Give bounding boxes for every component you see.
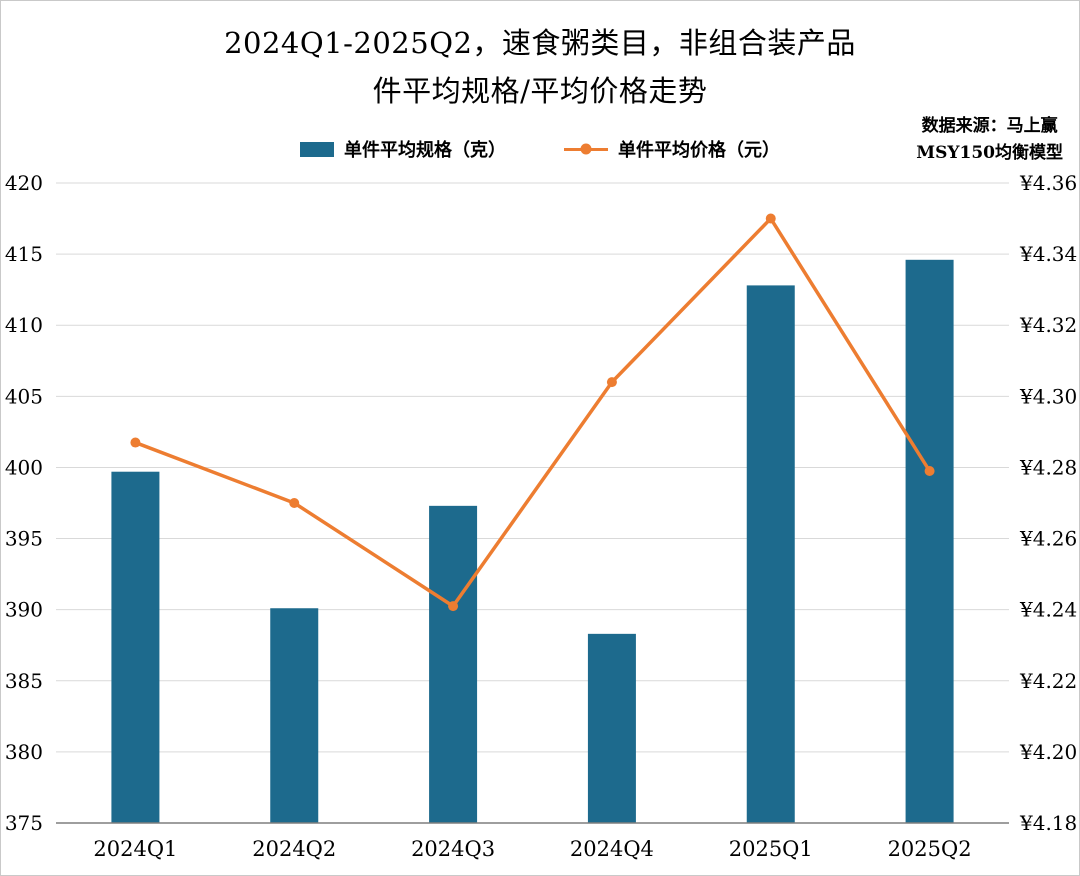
- y-left-tick-label: 410: [5, 313, 43, 337]
- price-point-2025Q1: [765, 213, 776, 224]
- y-right-tick-label: ¥4.18: [1019, 811, 1077, 835]
- price-point-2024Q4: [606, 377, 617, 388]
- x-tick-label: 2024Q2: [252, 837, 336, 861]
- y-left-tick-label: 385: [5, 669, 43, 693]
- y-right-tick-label: ¥4.36: [1019, 171, 1077, 195]
- bar-2024Q4: [587, 633, 636, 823]
- y-left-tick-label: 380: [5, 740, 43, 764]
- data-source: 数据来源：马上赢 MSY150均衡模型: [916, 113, 1063, 167]
- y-left-tick-label: 390: [5, 598, 43, 622]
- y-left-tick-label: 395: [5, 527, 43, 551]
- y-left-tick-label: 420: [5, 171, 43, 195]
- x-tick-label: 2024Q4: [570, 837, 654, 861]
- price-line: [133, 216, 932, 608]
- legend-label-avg-spec: 单件平均规格（克）: [344, 140, 506, 161]
- y-left-tick-label: 400: [5, 455, 43, 479]
- x-tick-label: 2025Q2: [888, 837, 972, 861]
- y-right-tick-label: ¥4.22: [1019, 669, 1077, 693]
- chart-title: 2024Q1-2025Q2，速食粥类目，非组合装产品 件平均规格/平均价格走势: [1, 19, 1079, 115]
- legend-bar-swatch-icon: [300, 141, 334, 157]
- chart-title-line2: 件平均规格/平均价格走势: [372, 74, 708, 108]
- y-right-tick-label: ¥4.32: [1019, 313, 1077, 337]
- y-right-tick-label: ¥4.34: [1019, 242, 1077, 266]
- y-right-tick-label: ¥4.20: [1019, 740, 1077, 764]
- legend-line-swatch-icon: [564, 143, 608, 155]
- bar-2024Q1: [111, 471, 160, 823]
- legend-item-avg-price: 单件平均价格（元）: [564, 136, 780, 162]
- x-tick-label: 2024Q3: [411, 837, 495, 861]
- chart-title-line1: 2024Q1-2025Q2，速食粥类目，非组合装产品: [224, 26, 856, 60]
- y-right-tick-label: ¥4.28: [1019, 455, 1077, 479]
- bar-2024Q2: [270, 608, 319, 823]
- bar-2025Q2: [905, 259, 954, 823]
- y-right-tick-label: ¥4.30: [1019, 384, 1077, 408]
- legend-item-avg-spec: 单件平均规格（克）: [300, 136, 506, 162]
- x-tick-label: 2024Q1: [93, 837, 177, 861]
- price-point-2024Q2: [289, 498, 300, 508]
- data-source-line1: 数据来源：马上赢: [921, 116, 1058, 136]
- y-right-tick-label: ¥4.24: [1019, 598, 1077, 622]
- y-right-tick-label: ¥4.26: [1019, 527, 1077, 551]
- y-left-tick-label: 405: [5, 384, 43, 408]
- price-point-2024Q3: [448, 601, 459, 612]
- legend-label-avg-price: 单件平均价格（元）: [618, 140, 780, 161]
- data-source-line2: MSY150均衡模型: [916, 143, 1063, 163]
- y-left-tick-label: 415: [5, 242, 43, 266]
- price-point-2025Q2: [924, 466, 935, 476]
- x-tick-label: 2025Q1: [729, 837, 813, 861]
- legend-line-dot-icon: [580, 143, 592, 155]
- chart-legend: 单件平均规格（克） 单件平均价格（元）: [1, 136, 1079, 162]
- price-point-2024Q1: [130, 437, 141, 448]
- y-left-tick-label: 375: [5, 811, 43, 835]
- bar-2024Q3: [429, 505, 478, 823]
- bar-2025Q1: [746, 285, 795, 823]
